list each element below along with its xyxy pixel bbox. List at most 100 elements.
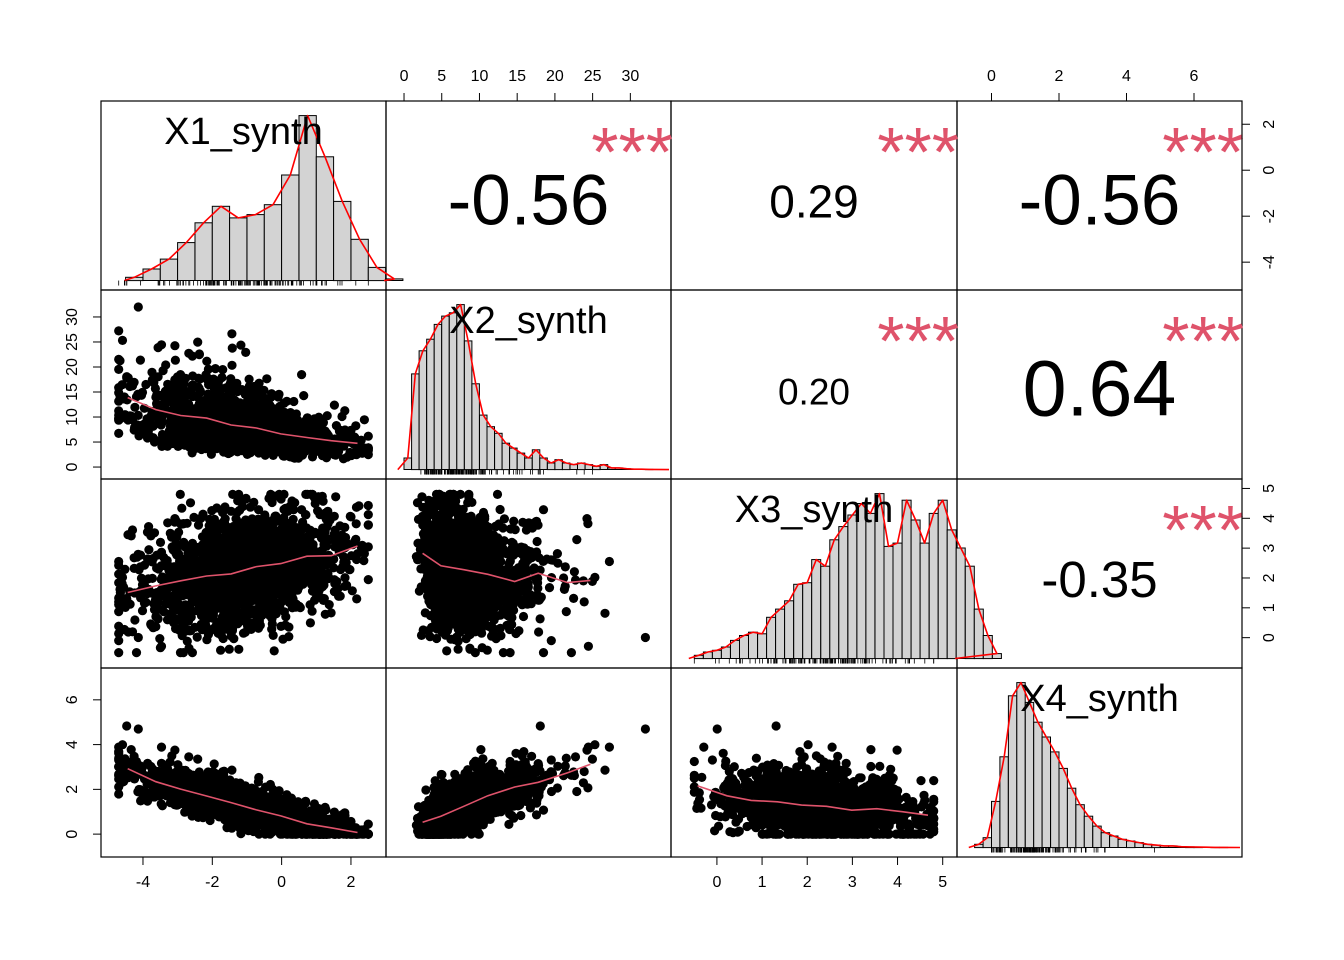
data-point: [114, 556, 124, 567]
data-point: [201, 527, 211, 537]
data-point: [170, 341, 180, 351]
data-point: [193, 561, 203, 571]
data-point: [233, 384, 243, 394]
data-point: [272, 446, 282, 457]
scatter-panel-X3_synth-vs-X1_synth: [114, 489, 373, 658]
data-point: [240, 436, 251, 446]
data-point: [156, 547, 167, 557]
data-point: [233, 600, 243, 610]
data-point: [227, 343, 237, 353]
data-point: [117, 380, 127, 390]
data-point: [254, 378, 264, 388]
data-point: [272, 548, 282, 558]
data-point: [115, 584, 125, 595]
data-point: [289, 570, 299, 580]
data-point: [208, 608, 218, 618]
data-point: [136, 390, 147, 400]
data-point: [340, 573, 350, 583]
data-point: [253, 623, 264, 633]
data-point: [155, 643, 165, 653]
data-point: [129, 553, 139, 563]
data-point: [114, 428, 124, 438]
data-point: [308, 555, 318, 566]
data-point: [153, 418, 164, 428]
data-point: [334, 537, 344, 548]
data-point: [569, 567, 580, 577]
data-point: [295, 441, 305, 451]
data-point: [363, 575, 373, 585]
data-point: [160, 587, 170, 598]
data-point: [236, 520, 246, 530]
data-point: [217, 425, 227, 435]
data-point: [236, 340, 246, 350]
data-point: [114, 406, 124, 416]
data-point: [187, 448, 197, 458]
data-point: [115, 356, 125, 366]
data-point: [313, 529, 323, 539]
data-point: [208, 437, 218, 447]
data-point: [203, 549, 213, 559]
data-point: [295, 603, 305, 613]
data-point: [153, 564, 164, 574]
data-point: [216, 519, 226, 529]
data-point: [268, 601, 278, 611]
data-point: [218, 365, 228, 375]
data-point: [287, 603, 297, 613]
data-point: [114, 326, 124, 336]
data-point: [363, 450, 373, 460]
data-point: [560, 562, 570, 572]
data-point: [136, 573, 147, 583]
data-point: [570, 575, 581, 585]
data-point: [352, 554, 362, 565]
data-point: [279, 504, 289, 515]
data-point: [351, 519, 361, 529]
data-point: [276, 621, 286, 632]
data-point: [331, 492, 341, 502]
data-point: [303, 531, 313, 542]
data-point: [156, 574, 166, 585]
data-point: [262, 443, 272, 453]
data-point: [363, 520, 373, 530]
data-point: [264, 419, 274, 429]
data-point: [114, 593, 124, 603]
data-point: [178, 591, 188, 601]
data-point: [351, 450, 362, 460]
data-point: [193, 424, 203, 434]
data-point: [338, 562, 348, 572]
data-point: [123, 627, 133, 637]
data-point: [148, 623, 158, 633]
data-point: [170, 355, 180, 365]
data-point: [114, 607, 124, 617]
data-point: [509, 516, 519, 526]
data-point: [139, 419, 150, 429]
data-point: [604, 556, 615, 567]
data-point: [363, 509, 373, 520]
data-point: [181, 567, 191, 577]
data-point: [129, 377, 139, 387]
data-point: [152, 436, 162, 446]
data-point: [363, 500, 373, 511]
data-point: [340, 522, 350, 533]
data-point: [303, 442, 313, 452]
data-point: [228, 539, 238, 549]
data-point: [323, 574, 333, 584]
data-point: [340, 406, 350, 416]
data-point: [242, 402, 252, 412]
data-point: [273, 392, 283, 402]
data-point: [281, 612, 291, 622]
data-point: [156, 340, 167, 350]
data-point: [325, 515, 335, 525]
data-point: [262, 374, 272, 384]
data-point: [271, 511, 281, 521]
data-point: [535, 614, 545, 624]
data-point: [152, 588, 162, 598]
data-point: [534, 627, 544, 637]
data-point: [212, 385, 222, 395]
data-point: [181, 373, 191, 383]
data-point: [359, 415, 369, 425]
data-point: [117, 335, 128, 345]
data-point: [572, 535, 582, 545]
data-point: [275, 402, 285, 412]
data-point: [149, 605, 160, 615]
data-point: [183, 548, 193, 558]
